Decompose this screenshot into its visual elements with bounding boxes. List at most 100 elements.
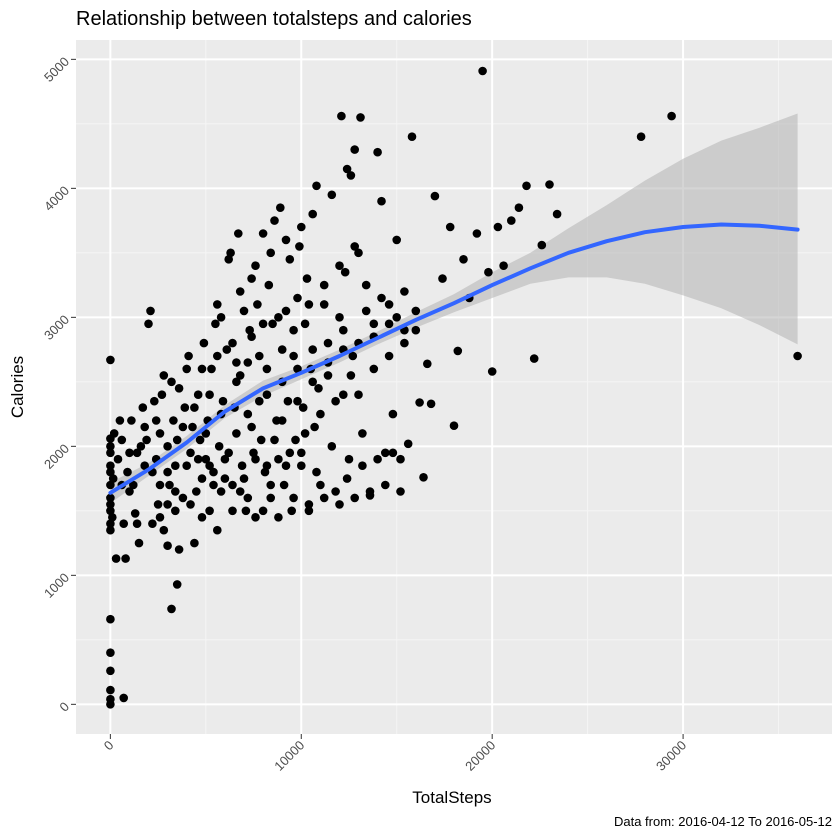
- data-point: [266, 480, 276, 490]
- data-point: [218, 396, 228, 406]
- data-point: [793, 351, 802, 361]
- y-tick-label: 5000: [41, 54, 72, 85]
- data-point: [197, 364, 207, 374]
- data-point: [323, 338, 333, 348]
- data-point: [264, 280, 274, 290]
- data-point: [138, 403, 148, 412]
- data-point: [190, 403, 199, 412]
- data-point: [243, 493, 253, 503]
- data-point: [111, 554, 121, 563]
- data-point: [358, 429, 367, 438]
- data-point: [350, 493, 360, 503]
- data-point: [251, 261, 260, 271]
- data-point: [106, 461, 115, 471]
- data-point: [239, 474, 249, 483]
- data-point: [300, 429, 310, 438]
- data-point: [119, 519, 128, 528]
- data-point: [308, 377, 318, 387]
- data-point: [400, 338, 409, 348]
- data-point: [411, 325, 421, 335]
- data-point: [552, 209, 562, 219]
- data-point: [419, 473, 428, 482]
- data-point: [253, 300, 262, 309]
- data-point: [106, 355, 115, 365]
- data-point: [344, 454, 354, 464]
- data-point: [312, 467, 321, 477]
- data-point: [193, 390, 203, 400]
- data-point: [274, 313, 283, 322]
- data-point: [308, 209, 318, 219]
- data-point: [377, 293, 386, 303]
- data-point: [277, 416, 287, 425]
- data-point: [140, 461, 149, 471]
- data-point: [381, 448, 390, 458]
- data-point: [247, 332, 256, 342]
- data-point: [381, 480, 390, 490]
- data-point: [270, 216, 279, 225]
- data-point: [106, 648, 115, 657]
- data-point: [297, 448, 306, 458]
- data-point: [335, 313, 344, 322]
- data-point: [165, 480, 174, 490]
- data-point: [484, 267, 493, 277]
- data-point: [283, 396, 293, 406]
- data-point: [304, 506, 314, 516]
- data-point: [235, 487, 245, 496]
- data-point: [342, 474, 352, 483]
- data-point: [153, 500, 163, 509]
- data-point: [281, 306, 291, 316]
- data-point: [129, 480, 138, 490]
- y-tick-label: 4000: [41, 183, 72, 214]
- data-point: [184, 351, 193, 361]
- smooth-line: [108, 222, 800, 495]
- data-point: [293, 364, 302, 374]
- data-point: [258, 229, 268, 238]
- data-point: [304, 300, 314, 309]
- data-point: [281, 235, 291, 245]
- data-point: [108, 513, 117, 522]
- data-point: [188, 422, 197, 432]
- data-point: [106, 506, 115, 516]
- data-point: [373, 454, 382, 464]
- data-point: [155, 480, 165, 490]
- data-point: [251, 454, 260, 464]
- data-point: [171, 487, 180, 496]
- data-point: [478, 66, 487, 76]
- data-point: [256, 435, 266, 445]
- x-tick-label: 20000: [462, 738, 498, 774]
- data-point: [205, 390, 214, 400]
- data-point: [507, 216, 516, 225]
- data-point: [226, 248, 235, 258]
- x-axis-ticks: 0 10000 20000 30000: [101, 734, 689, 774]
- data-point: [369, 319, 379, 329]
- data-point: [426, 399, 436, 409]
- data-point: [295, 242, 304, 251]
- data-point: [350, 145, 360, 154]
- data-point: [281, 461, 291, 471]
- data-point: [266, 248, 276, 258]
- data-point: [115, 416, 125, 425]
- data-point: [346, 171, 356, 180]
- data-point: [337, 111, 346, 121]
- data-point: [197, 513, 207, 522]
- data-point: [636, 132, 646, 141]
- data-point: [232, 377, 241, 387]
- y-tick-label: 2000: [41, 441, 72, 472]
- data-point: [134, 538, 144, 548]
- data-point: [289, 351, 298, 361]
- data-point: [155, 513, 165, 522]
- caption: Data from: 2016-04-12 To 2016-05-12: [614, 814, 832, 829]
- data-point: [384, 300, 394, 309]
- data-point: [258, 319, 268, 329]
- data-point: [220, 454, 230, 464]
- data-point: [472, 229, 482, 238]
- data-point: [262, 364, 272, 374]
- data-point: [251, 513, 260, 522]
- data-point: [289, 325, 298, 335]
- data-point: [144, 319, 153, 329]
- data-point: [293, 293, 302, 303]
- data-point: [331, 487, 340, 496]
- data-point: [277, 345, 287, 354]
- data-point: [197, 474, 207, 483]
- data-point: [396, 487, 405, 496]
